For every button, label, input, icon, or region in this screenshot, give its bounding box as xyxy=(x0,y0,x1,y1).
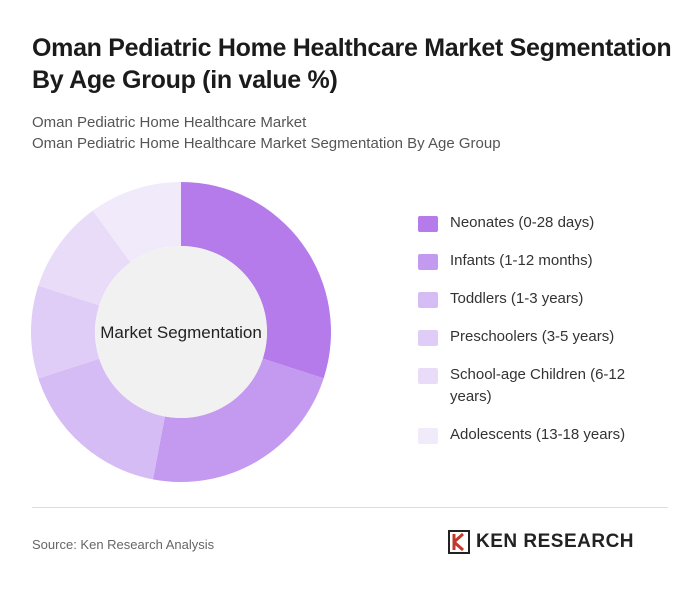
divider xyxy=(32,507,668,508)
legend-label: Adolescents (13-18 years) xyxy=(450,426,626,443)
donut-center xyxy=(95,246,267,418)
legend: Neonates (0-28 days) Infants (1-12 months… xyxy=(418,212,668,462)
legend-swatch xyxy=(418,428,438,444)
donut-slice xyxy=(181,182,332,379)
legend-label: Neonates (0-28 days) xyxy=(450,214,595,231)
legend-swatch xyxy=(418,292,438,308)
legend-item: Toddlers (1-3 years) xyxy=(418,288,668,310)
logo-text: KEN RESEARCH xyxy=(476,531,635,552)
chart-title: Oman Pediatric Home Healthcare Market Se… xyxy=(32,34,672,94)
legend-label: Toddlers (1-3 years) xyxy=(450,290,584,307)
subtitle: Oman Pediatric Home Healthcare Market xyxy=(32,114,307,131)
logo: KEN RESEARCH xyxy=(448,530,634,554)
legend-item: Neonates (0-28 days) xyxy=(418,212,668,234)
center-label: Market Segmentation xyxy=(100,323,262,342)
legend-swatch xyxy=(418,368,438,384)
legend-label: Preschoolers (3-5 years) xyxy=(450,328,615,345)
legend-item: Adolescents (13-18 years) xyxy=(418,424,668,446)
legend-swatch xyxy=(418,254,438,270)
donut-slice xyxy=(152,358,324,482)
donut-slice xyxy=(31,285,100,379)
legend-item: School-age Children (6-12 years) xyxy=(418,364,668,408)
legend-label: School-age Children (6-12 years) xyxy=(450,366,626,405)
subtitle: Oman Pediatric Home Healthcare Market Se… xyxy=(32,135,501,152)
source: Source: Ken Research Analysis xyxy=(32,537,215,552)
donut-slice xyxy=(38,210,131,306)
logo-icon xyxy=(448,530,470,554)
donut-chart: Market Segmentation xyxy=(31,182,332,482)
legend-swatch xyxy=(418,330,438,346)
legend-item: Infants (1-12 months) xyxy=(418,250,668,272)
legend-label: Infants (1-12 months) xyxy=(450,252,593,269)
donut-slice xyxy=(38,358,165,480)
donut-slice xyxy=(92,182,181,263)
legend-item: Preschoolers (3-5 years) xyxy=(418,326,668,348)
legend-swatch xyxy=(418,216,438,232)
